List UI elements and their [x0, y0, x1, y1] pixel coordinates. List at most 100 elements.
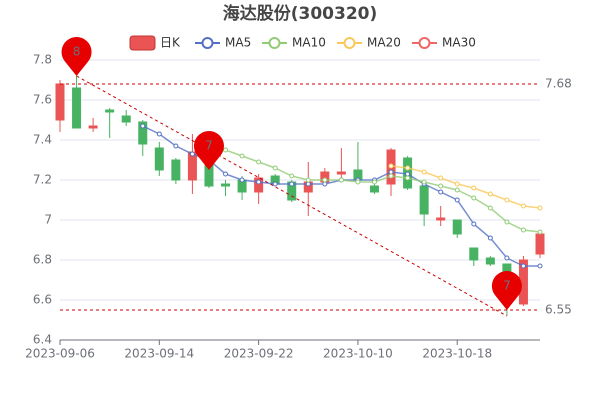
- ma-point: [520, 203, 526, 209]
- y-tick-label: 6.4: [33, 333, 52, 347]
- ma-point: [471, 185, 477, 191]
- ma-point: [520, 263, 526, 269]
- candle-body: [121, 115, 131, 123]
- ma-point: [405, 165, 411, 171]
- ma-point: [421, 169, 427, 175]
- mark-pin-label: 8: [73, 45, 81, 59]
- ma-point: [371, 179, 377, 185]
- ma-point: [289, 173, 295, 179]
- ma-point: [256, 179, 262, 185]
- ma-point: [487, 235, 493, 241]
- mark-pin: [491, 271, 522, 310]
- candle-body: [88, 125, 98, 129]
- ma-point: [405, 171, 411, 177]
- mark-pin-label: 7: [503, 279, 511, 293]
- ma-point: [223, 147, 229, 153]
- candle-body: [452, 219, 462, 235]
- mark-line-label: 7.68: [545, 77, 572, 91]
- ma-point: [454, 197, 460, 203]
- legend-swatch: [343, 37, 356, 49]
- legend-swatch: [201, 37, 214, 49]
- ma-point: [239, 177, 245, 183]
- ma-point: [388, 163, 394, 169]
- ma-point: [438, 175, 444, 181]
- legend-label: 日K: [160, 36, 181, 50]
- ma-point: [454, 187, 460, 193]
- ma-point: [338, 177, 344, 183]
- ma-point: [487, 191, 493, 197]
- legend-swatch: [418, 37, 431, 49]
- candle-body: [154, 147, 164, 171]
- ma-point: [355, 179, 361, 185]
- ma-point: [537, 263, 543, 269]
- ma-point: [438, 189, 444, 195]
- ma-point: [305, 177, 311, 183]
- ma-point: [537, 205, 543, 211]
- ma-point: [421, 179, 427, 185]
- ma-point: [156, 131, 162, 137]
- ma-point: [471, 221, 477, 227]
- ma-point: [487, 205, 493, 211]
- candle-body: [436, 217, 446, 221]
- legend-swatch: [268, 37, 281, 49]
- x-tick-label: 2023-09-22: [224, 347, 294, 361]
- candle-body: [535, 233, 545, 255]
- ma-point: [272, 181, 278, 187]
- candle-body: [336, 171, 346, 175]
- ma-point: [504, 197, 510, 203]
- candle-body: [369, 185, 379, 193]
- ma-point: [272, 165, 278, 171]
- y-tick-label: 7.8: [33, 53, 52, 67]
- x-tick-label: 2023-09-06: [25, 347, 95, 361]
- candle-body: [138, 121, 148, 145]
- y-tick-label: 7.6: [33, 93, 52, 107]
- mark-pin: [61, 37, 92, 76]
- ma-point: [504, 255, 510, 261]
- ma-point: [405, 175, 411, 181]
- ma-point: [438, 183, 444, 189]
- legend-label: MA20: [367, 36, 401, 50]
- y-tick-label: 7.4: [33, 133, 52, 147]
- chart-title: 海达股份(300320): [223, 3, 378, 24]
- legend-label: MA5: [225, 36, 251, 50]
- x-tick-label: 2023-09-14: [124, 347, 194, 361]
- legend-label: MA30: [442, 36, 476, 50]
- ma-point: [189, 151, 195, 157]
- ma-point: [322, 177, 328, 183]
- candle-body: [221, 183, 231, 187]
- candle-body: [419, 185, 429, 215]
- ma-point: [140, 123, 146, 129]
- x-tick-label: 2023-10-10: [323, 347, 393, 361]
- ma-point: [289, 181, 295, 187]
- candle-body: [254, 177, 264, 193]
- ma-point: [504, 219, 510, 225]
- ma-point: [388, 173, 394, 179]
- candle-body: [469, 247, 479, 261]
- ma-point: [239, 153, 245, 159]
- candle-body: [171, 159, 181, 181]
- ma-point: [256, 159, 262, 165]
- ma-point: [471, 195, 477, 201]
- x-tick-label: 2023-10-18: [422, 347, 492, 361]
- ma-point: [173, 143, 179, 149]
- trend-line: [76, 75, 508, 317]
- y-tick-label: 7: [44, 213, 52, 227]
- ma-line: [390, 165, 541, 209]
- ma-point: [537, 229, 543, 235]
- legend-label: MA10: [292, 36, 326, 50]
- candle-body: [485, 257, 495, 265]
- candle-body: [72, 87, 82, 129]
- y-tick-label: 6.6: [33, 293, 52, 307]
- y-tick-label: 6.8: [33, 253, 52, 267]
- candle-body: [55, 83, 65, 121]
- mark-line-label: 6.55: [545, 303, 572, 317]
- legend-swatch: [129, 35, 156, 51]
- ma-point: [305, 181, 311, 187]
- ma-point: [223, 171, 229, 177]
- ma-point: [322, 181, 328, 187]
- mark-pin: [193, 131, 224, 170]
- ma-point: [388, 169, 394, 175]
- ma-point: [520, 227, 526, 233]
- candle-body: [105, 109, 115, 113]
